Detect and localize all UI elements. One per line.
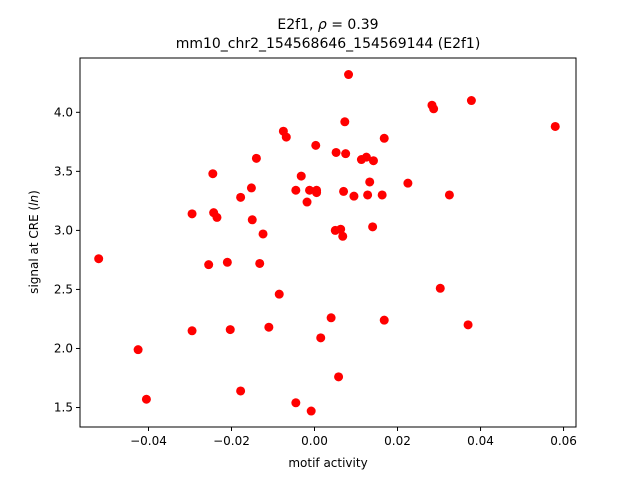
data-point bbox=[365, 177, 375, 187]
data-point bbox=[338, 231, 348, 241]
y-label-prefix: signal at CRE ( bbox=[27, 206, 41, 294]
data-point bbox=[344, 70, 354, 80]
data-point bbox=[334, 372, 344, 382]
x-axis-ticks: −0.04 −0.02 0.00 0.02 0.04 0.06 bbox=[130, 427, 577, 448]
data-point bbox=[264, 322, 274, 332]
x-tick-label: 0.02 bbox=[384, 434, 411, 448]
y-tick-label: 2.0 bbox=[54, 341, 73, 355]
data-point bbox=[296, 171, 306, 181]
data-point bbox=[141, 394, 151, 404]
x-tick-label: −0.04 bbox=[130, 434, 167, 448]
data-point bbox=[258, 229, 268, 239]
chart-title-line1: E2f1, ρ = 0.39 bbox=[277, 17, 378, 33]
data-point bbox=[94, 254, 104, 264]
data-point bbox=[255, 258, 265, 268]
data-point bbox=[312, 188, 322, 198]
data-point bbox=[316, 333, 326, 343]
data-point bbox=[247, 215, 257, 225]
data-point bbox=[379, 315, 389, 325]
data-point bbox=[302, 197, 312, 207]
title-prefix: E2f1, bbox=[277, 17, 318, 33]
data-point bbox=[377, 190, 387, 200]
plot-area bbox=[79, 57, 577, 428]
data-point bbox=[403, 178, 413, 188]
data-point bbox=[435, 283, 445, 293]
data-point bbox=[336, 224, 346, 234]
y-axis-ticks: 1.5 2.0 2.5 3.0 3.5 4.0 bbox=[54, 105, 80, 415]
data-point bbox=[133, 345, 143, 355]
title-rho: ρ bbox=[318, 17, 327, 33]
data-point bbox=[349, 191, 359, 201]
data-point bbox=[444, 190, 454, 200]
data-point bbox=[550, 121, 560, 131]
data-point bbox=[368, 156, 378, 166]
y-tick-label: 2.5 bbox=[54, 282, 73, 296]
data-point bbox=[466, 96, 476, 106]
data-point bbox=[212, 212, 222, 222]
x-axis-label: motif activity bbox=[288, 456, 367, 470]
data-point bbox=[361, 152, 371, 162]
data-point bbox=[222, 257, 232, 267]
data-point bbox=[339, 186, 349, 196]
x-tick-label: 0.00 bbox=[301, 434, 328, 448]
x-tick-label: 0.04 bbox=[467, 434, 494, 448]
chart-title-line2: mm10_chr2_154568646_154569144 (E2f1) bbox=[176, 36, 481, 52]
y-label-suffix: ) bbox=[27, 190, 41, 195]
data-point bbox=[291, 398, 301, 408]
data-point bbox=[246, 183, 256, 193]
x-tick-label: 0.06 bbox=[550, 434, 577, 448]
data-point bbox=[281, 132, 291, 142]
title-suffix: = 0.39 bbox=[327, 17, 379, 33]
data-point bbox=[341, 149, 351, 159]
data-point bbox=[368, 222, 378, 232]
data-point bbox=[379, 133, 389, 143]
data-point bbox=[274, 289, 284, 299]
data-point bbox=[208, 169, 218, 179]
data-point bbox=[306, 406, 316, 416]
y-axis-label: signal at CRE (ln) bbox=[27, 190, 41, 294]
y-tick-label: 3.5 bbox=[54, 164, 73, 178]
data-point bbox=[225, 325, 235, 335]
data-point bbox=[311, 140, 321, 150]
y-label-italic: ln bbox=[27, 195, 41, 206]
data-point bbox=[305, 185, 315, 195]
data-points bbox=[94, 70, 560, 416]
data-point bbox=[251, 153, 261, 163]
data-point bbox=[326, 313, 336, 323]
data-point bbox=[363, 190, 373, 200]
data-point bbox=[429, 104, 439, 114]
data-point bbox=[463, 320, 473, 330]
data-point bbox=[340, 117, 350, 127]
data-point bbox=[236, 192, 246, 202]
data-point bbox=[291, 185, 301, 195]
data-point bbox=[236, 386, 246, 396]
data-point bbox=[187, 326, 197, 336]
y-tick-label: 4.0 bbox=[54, 105, 73, 119]
data-point bbox=[331, 147, 341, 157]
x-tick-label: −0.02 bbox=[213, 434, 250, 448]
y-tick-label: 1.5 bbox=[54, 401, 73, 415]
data-point bbox=[187, 209, 197, 219]
y-tick-label: 3.0 bbox=[54, 223, 73, 237]
data-point bbox=[204, 260, 214, 270]
